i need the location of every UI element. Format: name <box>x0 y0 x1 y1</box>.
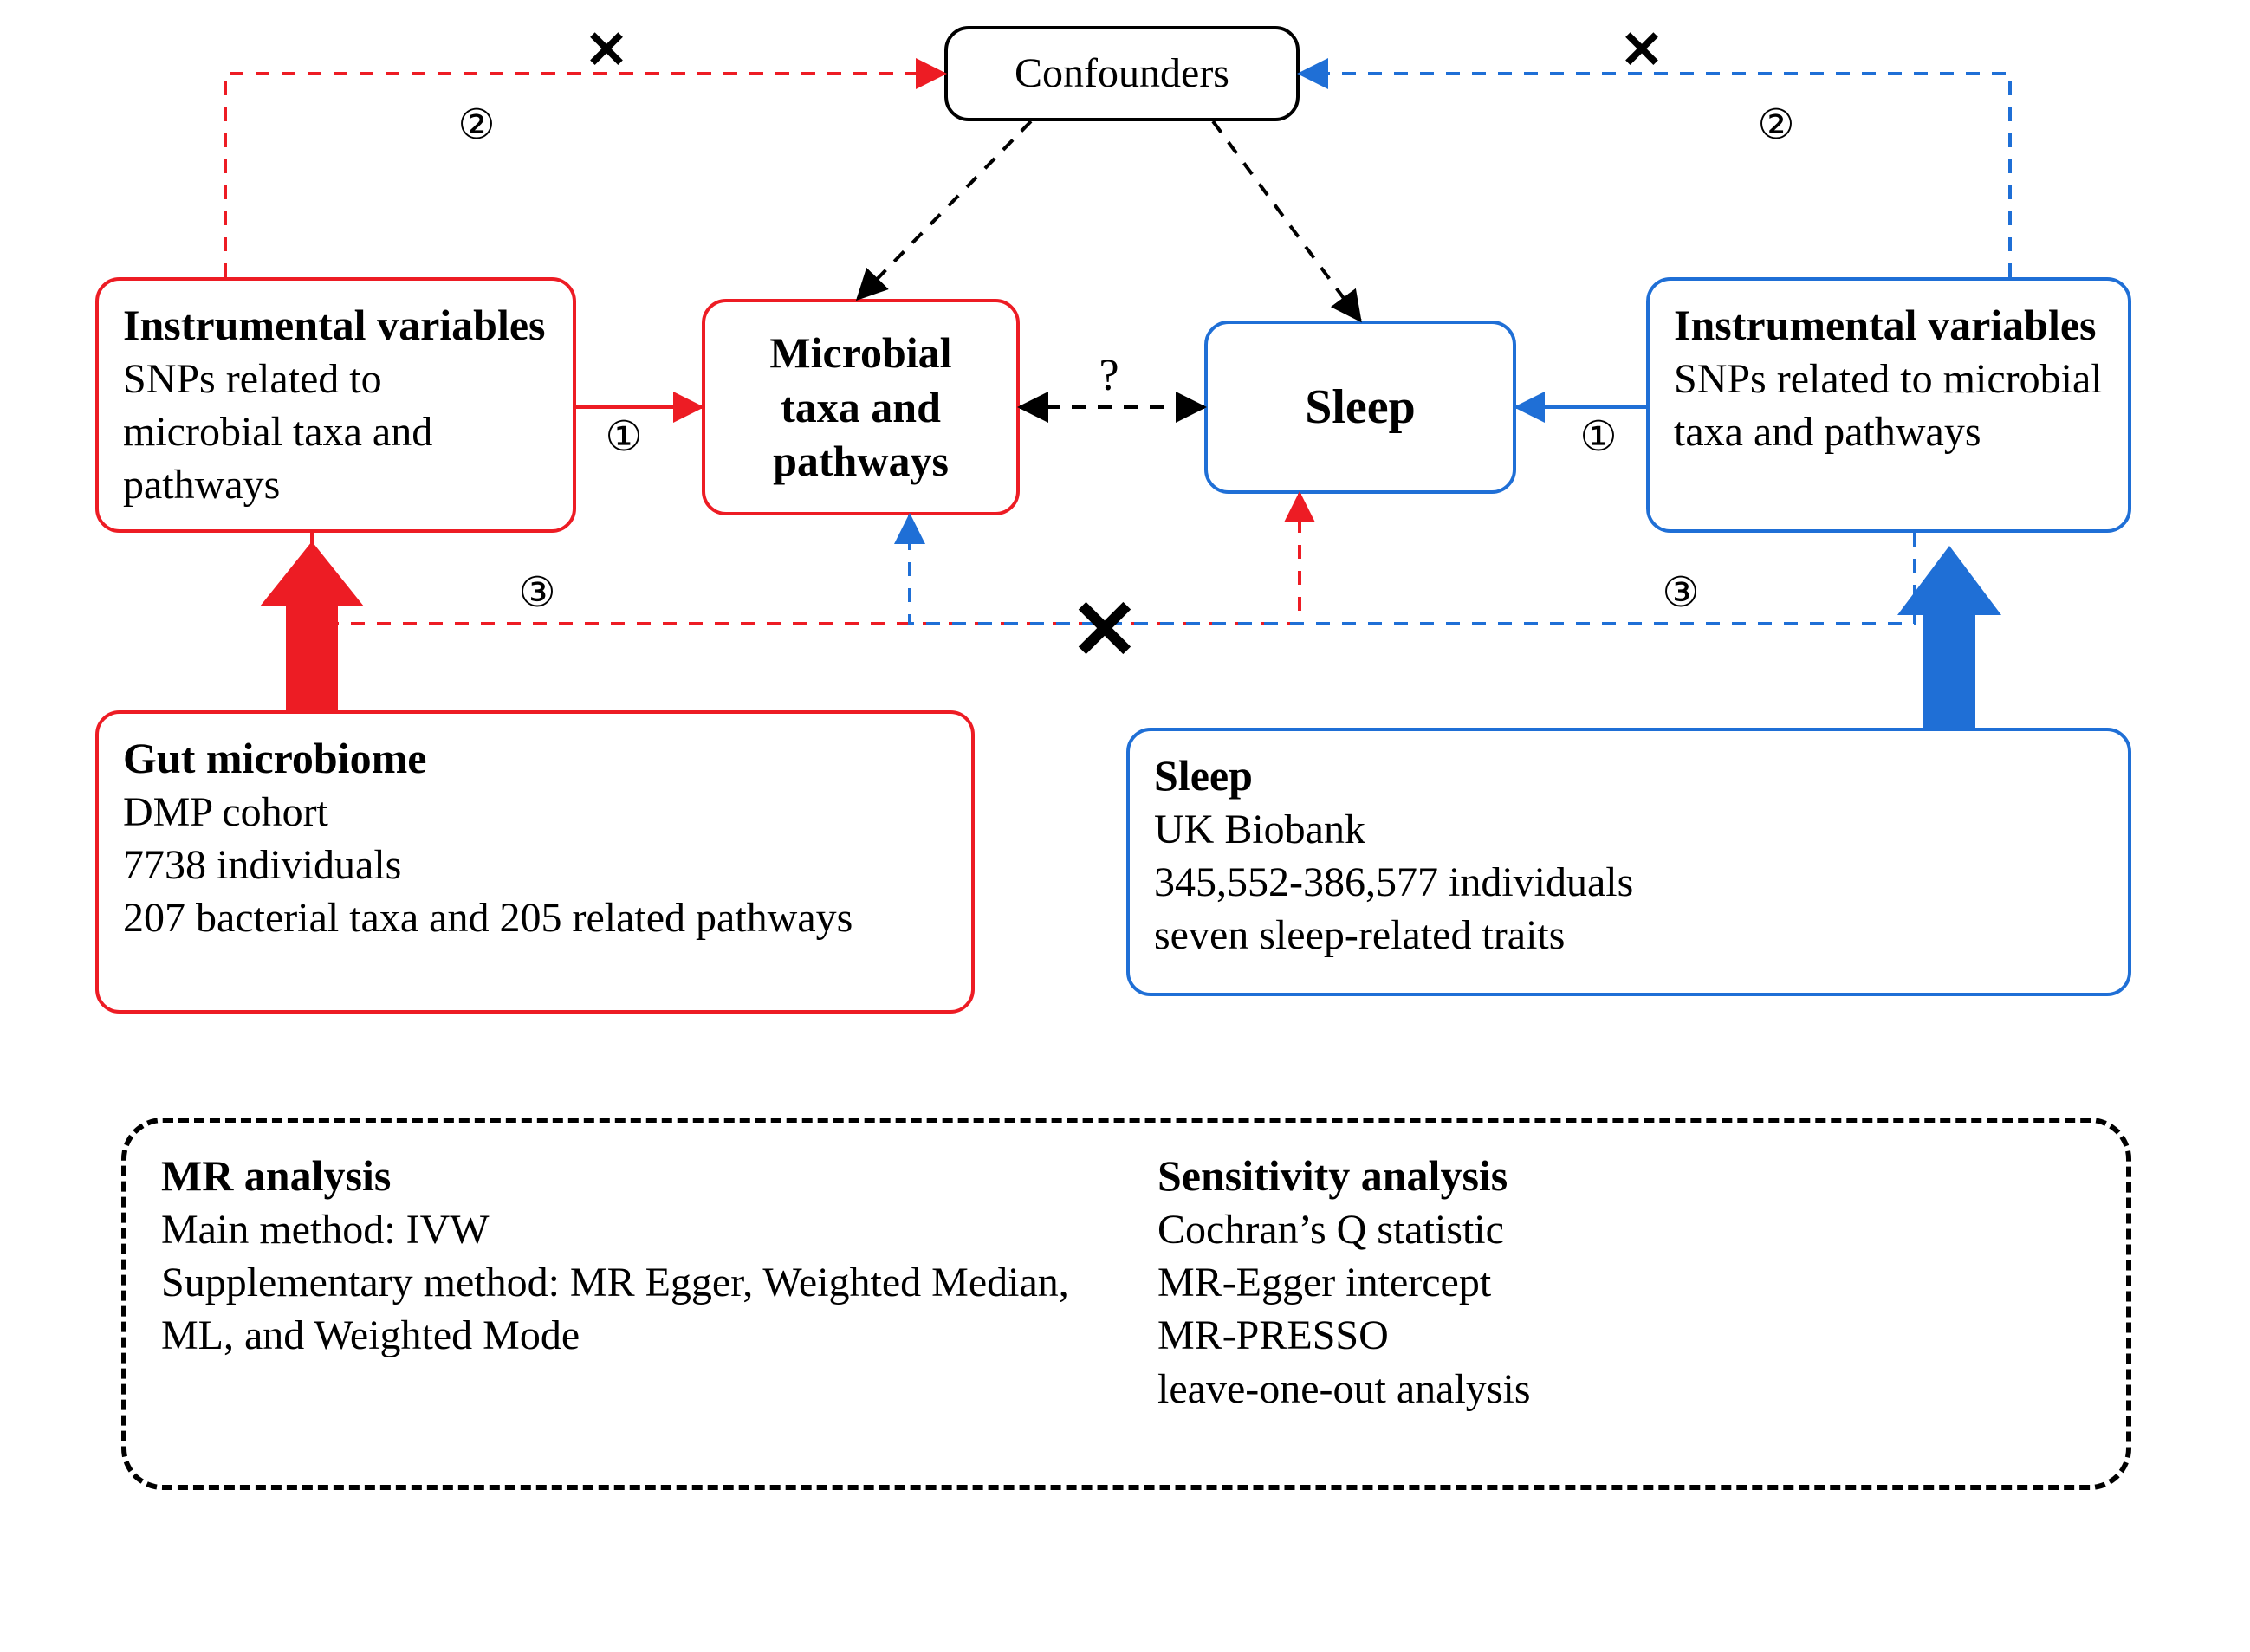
edge-confounders-to-microbial <box>858 121 1031 299</box>
marker-circ2-right: ② <box>1757 102 1794 148</box>
edge-red-iv-to-confounders <box>225 74 944 277</box>
mr-title: MR analysis <box>161 1149 1097 1203</box>
node-sleep-source: Sleep UK Biobank 345,552-386,577 individ… <box>1126 728 2131 996</box>
mr-line1: Main method: IVW <box>161 1203 1097 1256</box>
marker-circ1-left: ① <box>605 414 642 460</box>
iv-left-body: SNPs related to microbial taxa and pathw… <box>123 353 548 512</box>
analysis-panel: MR analysis Main method: IVW Supplementa… <box>121 1118 2131 1490</box>
node-iv-left: Instrumental variables SNPs related to m… <box>95 277 576 533</box>
node-gut-source: Gut microbiome DMP cohort 7738 individua… <box>95 710 975 1014</box>
sens-title: Sensitivity analysis <box>1157 1149 2076 1203</box>
iv-left-title: Instrumental variables <box>123 298 548 353</box>
gut-line1: DMP cohort <box>123 786 947 839</box>
iv-right-body: SNPs related to microbial taxa and pathw… <box>1674 353 2104 459</box>
sleep-source-line1: UK Biobank <box>1154 803 2104 856</box>
sleep-source-line3: seven sleep-related traits <box>1154 909 2104 962</box>
edge-blue-iv-to-confounders <box>1300 74 2010 277</box>
marker-circ3-left: ③ <box>518 570 555 616</box>
gut-line2: 7738 individuals <box>123 839 947 891</box>
marker-x-red-top: ✕ <box>585 22 628 79</box>
node-confounders: Confounders <box>944 26 1300 121</box>
sleep-label: Sleep <box>1305 377 1416 437</box>
gut-line3: 207 bacterial taxa and 205 related pathw… <box>123 891 947 944</box>
sens-line3: MR-PRESSO <box>1157 1309 2076 1362</box>
microbial-line3: pathways <box>769 434 951 489</box>
node-microbial: Microbial taxa and pathways <box>702 299 1020 515</box>
iv-right-title: Instrumental variables <box>1674 298 2104 353</box>
marker-circ1-right: ① <box>1579 414 1617 460</box>
marker-question: ? <box>1099 351 1119 400</box>
gut-title: Gut microbiome <box>123 731 947 786</box>
sleep-source-line2: 345,552-386,577 individuals <box>1154 856 2104 909</box>
sens-line1: Cochran’s Q statistic <box>1157 1203 2076 1256</box>
sens-line4: leave-one-out analysis <box>1157 1363 2076 1416</box>
marker-circ2-left: ② <box>457 102 495 148</box>
marker-x-bottom: ✕ <box>1070 584 1139 677</box>
block-arrow-gut-to-iv <box>260 541 364 710</box>
confounders-label: Confounders <box>1015 47 1229 100</box>
diagram-stage: Confounders Instrumental variables SNPs … <box>0 0 2250 1652</box>
marker-x-blue-top: ✕ <box>1620 22 1663 79</box>
microbial-line2: taxa and <box>769 380 951 435</box>
node-sleep: Sleep <box>1204 321 1516 494</box>
sens-line2: MR-Egger intercept <box>1157 1256 2076 1309</box>
sleep-source-title: Sleep <box>1154 748 2104 803</box>
mr-line2: Supplementary method: MR Egger, Weighted… <box>161 1256 1097 1363</box>
edge-confounders-to-sleep <box>1213 121 1360 321</box>
node-iv-right: Instrumental variables SNPs related to m… <box>1646 277 2131 533</box>
marker-circ3-right: ③ <box>1662 570 1699 616</box>
block-arrow-sleep-to-iv <box>1897 546 2001 728</box>
microbial-line1: Microbial <box>769 326 951 380</box>
